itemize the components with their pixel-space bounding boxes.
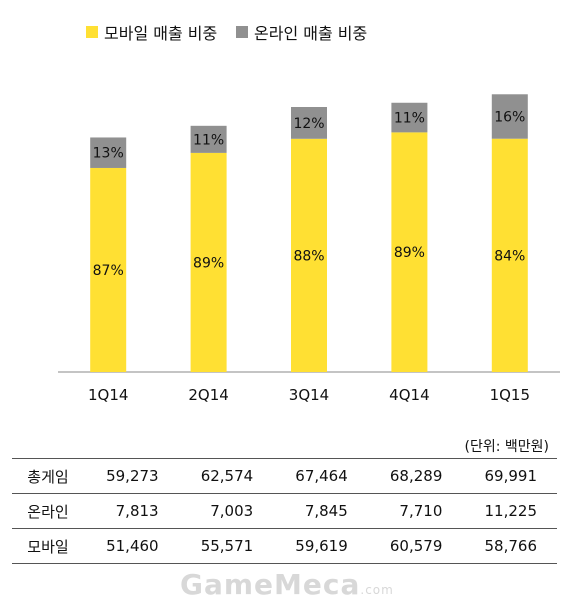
table-cell: 58,766	[462, 528, 557, 564]
bar-mobile-1Q14	[90, 167, 127, 372]
table-cell: 7,710	[367, 493, 463, 529]
watermark-brand: GameMeca	[180, 568, 361, 601]
x-tick-label: 1Q14	[88, 386, 128, 404]
table-cell: 11,225	[462, 493, 557, 529]
table-cell: 69,991	[462, 458, 557, 494]
table-row: 총게임 59,273 62,574 67,464 68,289 69,991	[12, 458, 557, 494]
table-cell: 59,619	[273, 528, 368, 564]
table-cell: 7,003	[178, 493, 274, 529]
legend-item-online: 온라인 매출 비중	[236, 18, 367, 46]
x-tick-label: 4Q14	[389, 386, 429, 404]
legend-label-mobile: 모바일 매출 비중	[104, 24, 218, 43]
revenue-table: 총게임 59,273 62,574 67,464 68,289 69,991 온라인 7,81…	[12, 458, 557, 564]
data-label-online: 11%	[193, 132, 224, 148]
table-row-label: 총게임	[12, 458, 84, 494]
table-row: 온라인 7,813 7,003 7,845 7,710 11,225	[12, 493, 557, 529]
bar-online-3Q14	[291, 107, 327, 139]
data-label-mobile: 87%	[93, 263, 124, 279]
bar-mobile-1Q15	[491, 138, 528, 372]
bar-mobile-3Q14	[291, 138, 327, 372]
bar-mobile-4Q14	[391, 132, 428, 372]
stacked-bar-chart: 87% 13% 1Q14 89% 11% 2Q14 88% 12% 3Q14 89% 11% 4Q14…	[58, 94, 560, 404]
data-label-online: 13%	[93, 146, 124, 162]
table-cell: 51,460	[84, 528, 179, 564]
bar-online-2Q14	[190, 125, 227, 153]
data-label-online: 12%	[293, 116, 324, 132]
unit-label: (단위: 백만원)	[464, 439, 550, 455]
bar-online-1Q14	[90, 137, 127, 168]
data-label-mobile: 88%	[293, 248, 324, 264]
table-row-label: 온라인	[12, 493, 84, 529]
table-cell: 60,579	[367, 528, 463, 564]
x-tick-label: 2Q14	[188, 386, 228, 404]
table-cell: 7,813	[84, 493, 179, 529]
x-tick-label: 1Q15	[490, 386, 530, 404]
bar-online-4Q14	[391, 102, 428, 133]
table-cell: 59,273	[84, 458, 179, 494]
data-label-mobile: 89%	[193, 255, 224, 271]
table-row: 모바일 51,460 55,571 59,619 60,579 58,766	[12, 528, 557, 564]
watermark-suffix: .com	[360, 583, 394, 597]
table-cell: 62,574	[178, 458, 274, 494]
gamemeca-watermark: GameMeca.com	[180, 568, 394, 601]
table-cell: 55,571	[178, 528, 274, 564]
chart-legend: 모바일 매출 비중 온라인 매출 비중	[0, 18, 573, 46]
legend-label-online: 온라인 매출 비중	[254, 24, 368, 43]
x-tick-label: 3Q14	[289, 386, 329, 404]
table-row-label: 모바일	[12, 528, 84, 564]
data-label-online: 16%	[494, 109, 525, 125]
table-cell: 67,464	[273, 458, 368, 494]
legend-swatch-mobile	[86, 26, 98, 38]
bar-online-1Q15	[491, 94, 528, 139]
table-cell: 68,289	[367, 458, 463, 494]
bar-mobile-2Q14	[190, 152, 227, 372]
table-cell: 7,845	[273, 493, 368, 529]
legend-item-mobile: 모바일 매출 비중	[86, 18, 217, 46]
data-label-mobile: 84%	[494, 248, 525, 264]
legend-swatch-online	[236, 26, 248, 38]
data-label-mobile: 89%	[394, 245, 425, 261]
data-label-online: 11%	[394, 111, 425, 127]
